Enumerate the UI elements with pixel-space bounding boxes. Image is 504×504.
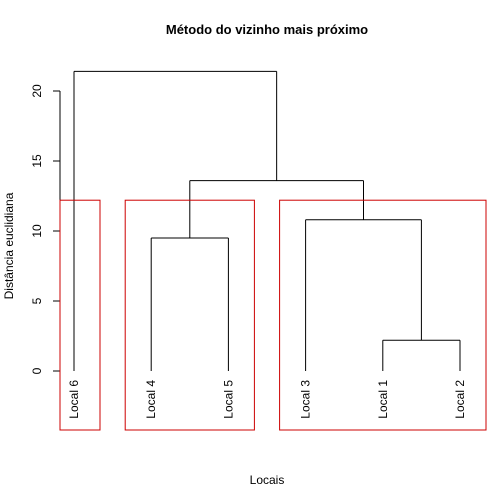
leaf-label: Local 1 [376, 380, 390, 419]
y-tick-label: 20 [30, 84, 44, 98]
chart-title: Método do vizinho mais próximo [166, 22, 368, 37]
leaf-label: Local 3 [299, 380, 313, 419]
leaf-label: Local 4 [144, 380, 158, 419]
y-tick-label: 10 [30, 224, 44, 238]
cluster-boxes [59, 199, 487, 431]
cluster-box [124, 199, 255, 431]
cluster-box [59, 199, 101, 431]
y-tick-label: 0 [30, 367, 44, 374]
y-tick-label: 5 [30, 297, 44, 304]
leaf-label: Local 6 [67, 380, 81, 419]
cluster-box [279, 199, 487, 431]
dendrogram-tree [73, 70, 461, 371]
leaf-labels: Local 6 Local 4 Local 5 Local 3 Local 1 Local… [67, 380, 467, 419]
y-tick-label: 15 [30, 154, 44, 168]
x-axis-label: Locais [250, 473, 285, 487]
y-axis-label: Distância euclidiana [2, 192, 16, 299]
leaf-label: Local 5 [221, 380, 235, 419]
leaf-label: Local 2 [453, 380, 467, 419]
y-axis: 0 5 10 15 20 [30, 84, 61, 374]
